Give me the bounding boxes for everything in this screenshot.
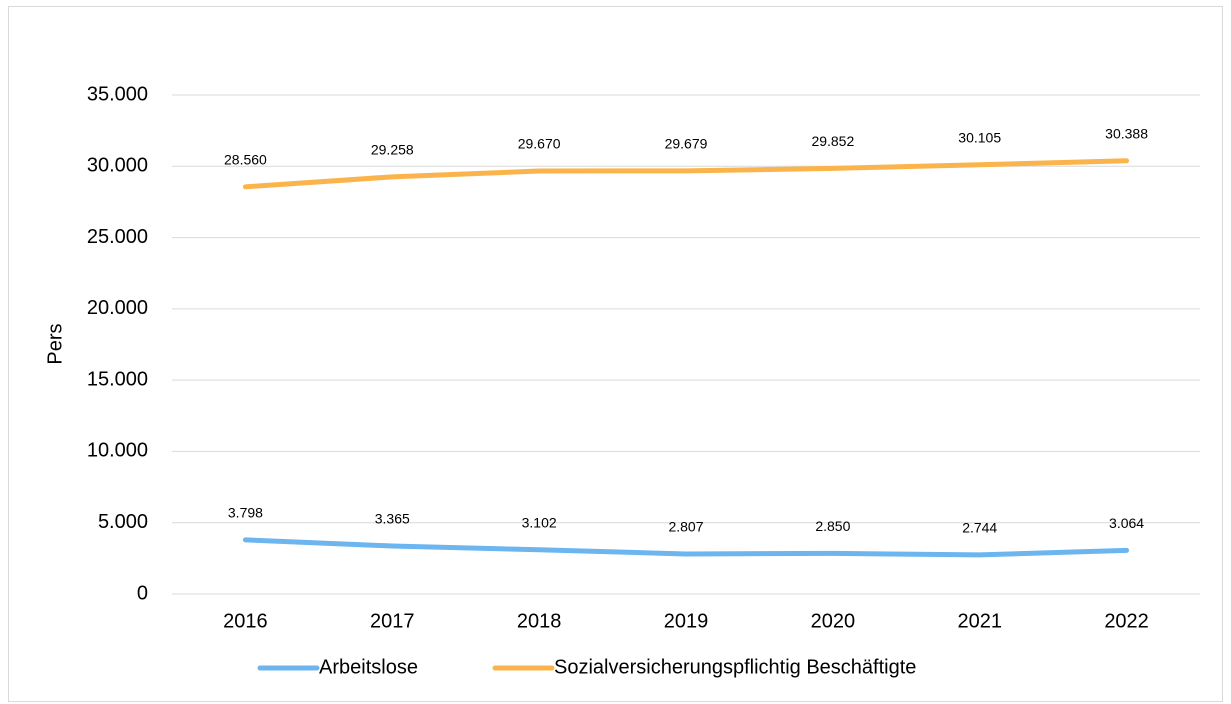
chart-frame [8, 6, 1223, 702]
y-tick-label: 35.000 [87, 83, 148, 105]
x-tick-label: 2021 [957, 610, 1002, 632]
data-label: 2.850 [815, 518, 850, 534]
data-label: 2.744 [962, 520, 997, 536]
data-label: 29.679 [665, 136, 708, 152]
data-label: 30.105 [958, 129, 1001, 145]
y-tick-label: 0 [137, 582, 148, 604]
data-label: 29.258 [371, 142, 414, 158]
x-tick-label: 2018 [517, 610, 562, 632]
y-tick-label: 15.000 [87, 368, 148, 390]
y-tick-label: 25.000 [87, 226, 148, 248]
data-label: 3.365 [375, 511, 410, 527]
y-tick-label: 5.000 [98, 511, 148, 533]
series-line [242, 537, 1130, 558]
data-label: 3.102 [522, 514, 557, 530]
data-label: 2.807 [668, 519, 703, 535]
y-tick-label: 30.000 [87, 155, 148, 177]
x-tick-label: 2020 [811, 610, 856, 632]
data-label: 3.798 [228, 505, 263, 521]
y-tick-label: 10.000 [87, 440, 148, 462]
x-tick-label: 2017 [370, 610, 415, 632]
data-label: 29.852 [811, 133, 854, 149]
y-tick-label: 20.000 [87, 297, 148, 319]
data-label: 3.064 [1109, 515, 1144, 531]
x-tick-label: 2019 [664, 610, 709, 632]
y-axis-label: Pers [44, 323, 66, 364]
data-label: 28.560 [224, 152, 267, 168]
data-label: 29.670 [518, 136, 561, 152]
x-tick-label: 2022 [1104, 610, 1149, 632]
data-label: 30.388 [1105, 125, 1148, 141]
legend-label: Sozialversicherungspflichtig Beschäftigt… [554, 656, 916, 678]
series-line [242, 158, 1130, 190]
legend-label: Arbeitslose [319, 656, 418, 678]
x-tick-label: 2016 [223, 610, 268, 632]
